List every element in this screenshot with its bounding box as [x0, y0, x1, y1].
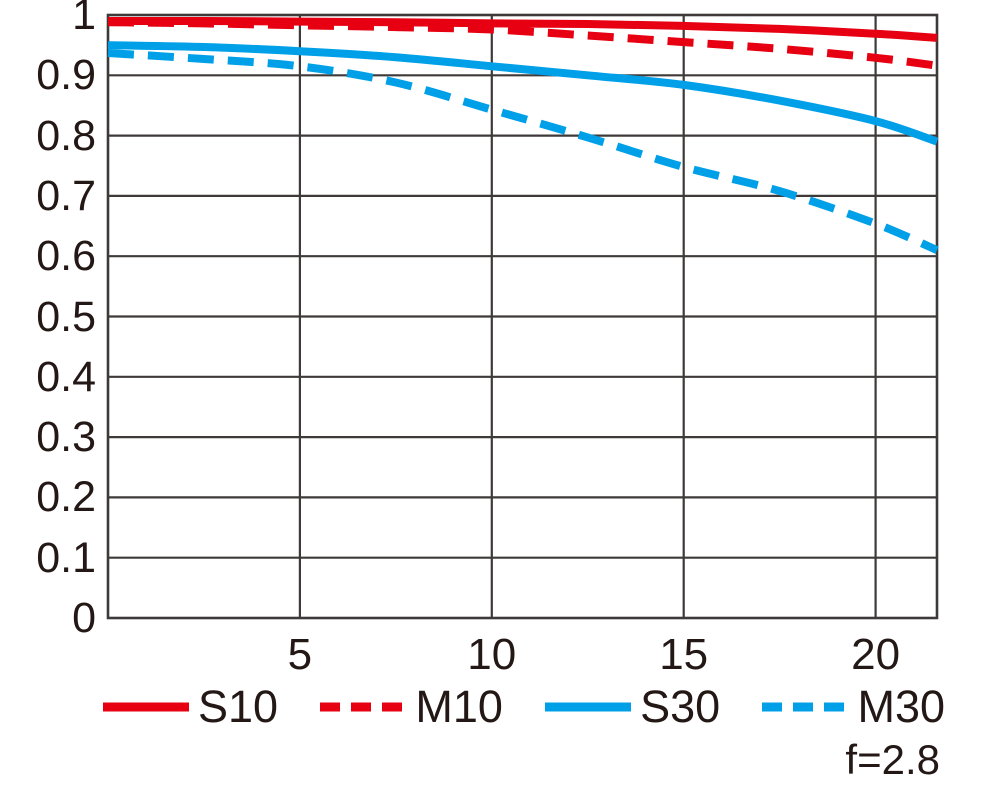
legend-item-m30: M30: [759, 682, 945, 732]
legend-label-s30: S30: [640, 681, 721, 732]
x-tick-label: 20: [851, 630, 901, 679]
curve-m30: [107, 49, 939, 254]
legend-item-m10: M10: [317, 682, 503, 732]
x-tick-label: 10: [467, 630, 517, 679]
curve-m10: [107, 18, 938, 70]
legend-label-m10: M10: [415, 681, 503, 732]
y-tick-label: 0.3: [36, 413, 96, 462]
y-tick-label: 1: [72, 0, 96, 39]
legend-line-s30-icon: [545, 702, 632, 712]
y-tick-label: 0.9: [36, 51, 96, 100]
x-tick-label: 15: [659, 630, 709, 679]
legend-line-s10-icon: [103, 702, 189, 712]
aperture-label: f=2.8: [845, 736, 940, 783]
legend-label-s10: S10: [198, 681, 279, 732]
y-tick-label: 0.8: [36, 111, 96, 160]
legend-line-m10-icon: [320, 702, 407, 712]
legend-line-m30-icon: [762, 702, 849, 712]
curve-s30: [107, 41, 939, 146]
legend: S10 M10 S30 M30: [100, 682, 945, 732]
y-tick-label: 0.7: [36, 171, 96, 220]
plot-border: [106, 13, 939, 620]
legend-label-m30: M30: [857, 681, 945, 732]
y-tick-label: 0: [72, 594, 96, 642]
y-tick-label: 0.1: [36, 533, 96, 582]
y-tick-label: 0.4: [36, 352, 96, 401]
legend-item-s10: S10: [100, 682, 278, 732]
y-tick-label: 0.6: [36, 232, 96, 281]
x-tick-label: 5: [287, 630, 313, 679]
y-tick-label: 0.5: [36, 292, 96, 341]
legend-item-s30: S30: [542, 682, 720, 732]
y-tick-label: 0.2: [36, 473, 96, 522]
